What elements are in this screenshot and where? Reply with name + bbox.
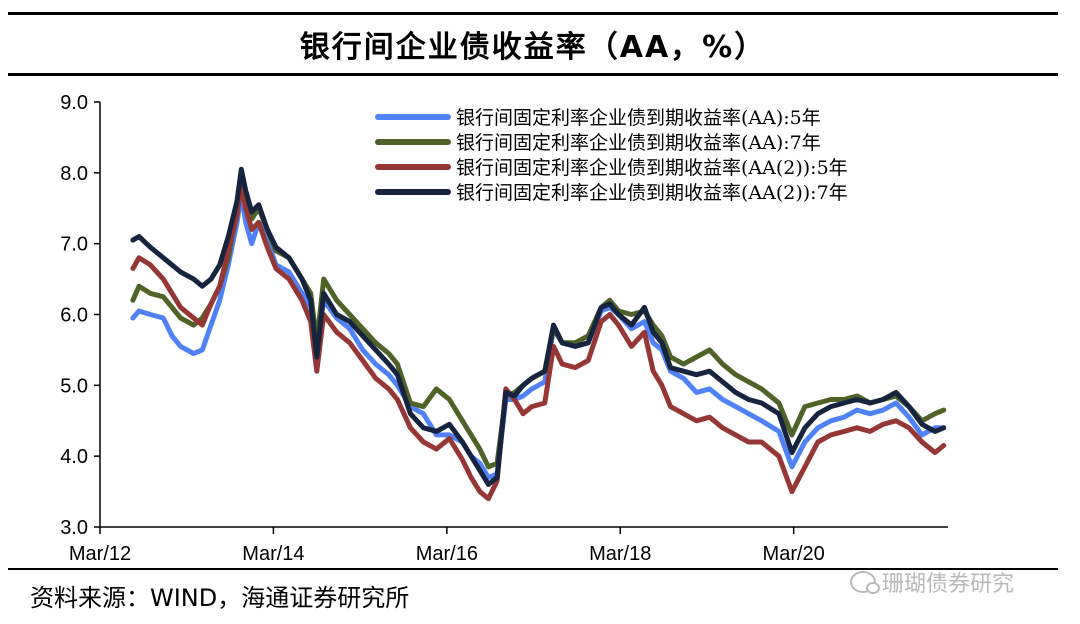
source-note: 资料来源：WIND，海通证券研究所	[30, 584, 410, 612]
chart-title: 银行间企业债收益率（AA，%）	[299, 30, 767, 65]
chart-legend: 银行间固定利率企业债到期收益率(AA):5年银行间固定利率企业债到期收益率(AA…	[375, 107, 848, 204]
x-tick-label: Mar/20	[763, 543, 825, 565]
bottom-divider	[8, 568, 1058, 570]
x-tick-label: Mar/16	[416, 543, 478, 565]
series-line-4	[130, 166, 947, 487]
watermark: 珊瑚债券研究	[850, 566, 1014, 598]
wechat-icon	[850, 571, 880, 594]
y-tick-label: 8.0	[60, 163, 88, 185]
x-tick-label: Mar/12	[69, 543, 131, 565]
chart-title-bar: 银行间企业债收益率（AA，%）	[8, 12, 1058, 76]
y-tick-label: 9.0	[60, 92, 88, 114]
legend-label-1: 银行间固定利率企业债到期收益率(AA):5年	[456, 107, 821, 129]
series-line-1	[130, 191, 947, 480]
y-tick-label: 3.0	[60, 517, 88, 539]
x-tick-label: Mar/14	[242, 543, 304, 565]
watermark-text: 珊瑚债券研究	[882, 572, 1015, 597]
y-tick-label: 5.0	[60, 375, 88, 397]
x-tick-label: Mar/18	[589, 543, 651, 565]
y-tick-label: 7.0	[60, 234, 88, 256]
chart-axes: 3.0 4.0 5.0 6.0 7.0 8.0 9.0 Mar/12 Mar/14 Mar/16 M…	[60, 92, 948, 565]
y-tick-label: 6.0	[60, 305, 88, 327]
chart-series-lines	[130, 166, 947, 502]
legend-label-2: 银行间固定利率企业债到期收益率(AA):7年	[456, 132, 821, 154]
legend-label-4: 银行间固定利率企业债到期收益率(AA(2)):7年	[456, 182, 848, 204]
y-tick-label: 4.0	[60, 446, 88, 468]
legend-label-3: 银行间固定利率企业债到期收益率(AA(2)):5年	[456, 157, 848, 179]
